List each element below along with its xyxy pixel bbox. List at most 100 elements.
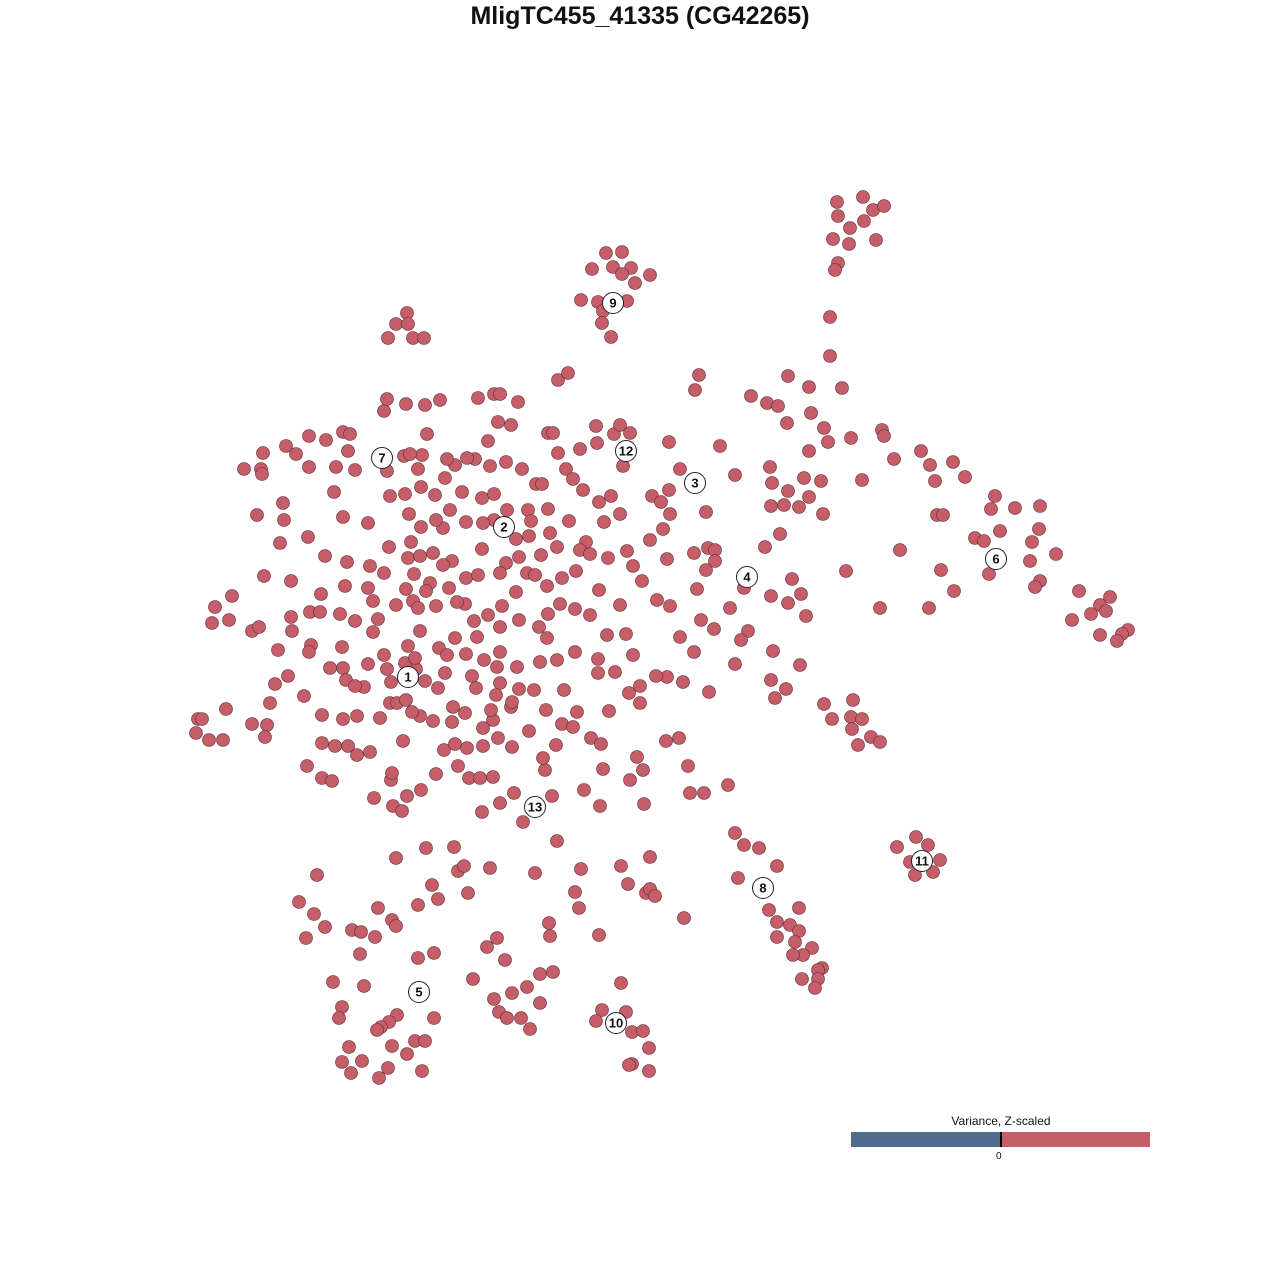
data-point: [622, 1058, 636, 1072]
data-point: [728, 657, 742, 671]
data-point: [389, 919, 403, 933]
data-point: [1033, 499, 1047, 513]
data-point: [495, 599, 509, 613]
data-point: [613, 598, 627, 612]
data-point: [520, 980, 534, 994]
data-point: [401, 639, 415, 653]
data-point: [713, 439, 727, 453]
data-point: [762, 903, 776, 917]
cluster-label: 3: [684, 472, 706, 494]
data-point: [342, 1040, 356, 1054]
data-point: [302, 429, 316, 443]
data-point: [541, 502, 555, 516]
data-point: [659, 734, 673, 748]
data-point: [1049, 547, 1063, 561]
data-point: [797, 471, 811, 485]
data-point: [310, 868, 324, 882]
data-point: [570, 705, 584, 719]
data-point: [333, 607, 347, 621]
data-point: [411, 462, 425, 476]
cluster-label-text: 5: [415, 985, 422, 1000]
data-point: [660, 552, 674, 566]
data-point: [271, 643, 285, 657]
data-point: [614, 859, 628, 873]
data-point: [493, 645, 507, 659]
data-point: [458, 706, 472, 720]
data-point: [481, 434, 495, 448]
data-point: [302, 460, 316, 474]
data-point: [793, 658, 807, 672]
data-point: [550, 834, 564, 848]
data-point: [361, 516, 375, 530]
data-point: [856, 190, 870, 204]
cluster-label: 11: [911, 850, 933, 872]
data-point: [549, 738, 563, 752]
data-point: [225, 589, 239, 603]
data-point: [843, 221, 857, 235]
data-point: [371, 612, 385, 626]
data-point: [802, 490, 816, 504]
data-point: [877, 199, 891, 213]
data-point: [420, 427, 434, 441]
data-point: [823, 310, 837, 324]
data-point: [505, 695, 519, 709]
data-point: [400, 1047, 414, 1061]
data-point: [922, 601, 936, 615]
colorbar-legend: Variance, Z-scaled 0: [851, 1114, 1150, 1162]
data-point: [877, 429, 891, 443]
data-point: [568, 602, 582, 616]
data-point: [764, 673, 778, 687]
data-point: [823, 349, 837, 363]
data-point: [431, 681, 445, 695]
data-point: [648, 889, 662, 903]
data-point: [281, 669, 295, 683]
data-point: [408, 651, 422, 665]
data-point: [550, 653, 564, 667]
data-point: [628, 276, 642, 290]
data-point: [654, 495, 668, 509]
data-point: [630, 750, 644, 764]
data-point: [443, 503, 457, 517]
data-point: [401, 317, 415, 331]
data-point: [336, 712, 350, 726]
data-point: [499, 455, 513, 469]
data-point: [533, 996, 547, 1010]
data-point: [676, 675, 690, 689]
data-point: [817, 421, 831, 435]
data-point: [426, 546, 440, 560]
data-point: [597, 515, 611, 529]
data-point: [523, 1022, 537, 1036]
data-point: [770, 859, 784, 873]
data-point: [835, 381, 849, 395]
data-point: [367, 791, 381, 805]
data-point: [584, 731, 598, 745]
data-point: [635, 574, 649, 588]
data-point: [566, 720, 580, 734]
data-point: [621, 877, 635, 891]
cluster-label-marker: [615, 440, 637, 462]
data-point: [373, 711, 387, 725]
data-point: [448, 631, 462, 645]
data-point: [723, 601, 737, 615]
data-point: [381, 1061, 395, 1075]
data-point: [451, 759, 465, 773]
data-point: [662, 435, 676, 449]
data-point: [528, 866, 542, 880]
data-point: [402, 507, 416, 521]
data-point: [574, 862, 588, 876]
data-point: [252, 620, 266, 634]
data-point: [804, 406, 818, 420]
cluster-label: 12: [615, 440, 637, 462]
data-point: [604, 489, 618, 503]
data-point: [692, 368, 706, 382]
data-point: [404, 535, 418, 549]
data-point: [366, 594, 380, 608]
data-point: [613, 507, 627, 521]
data-point: [633, 679, 647, 693]
cluster-label: 5: [408, 981, 430, 1003]
data-point: [256, 446, 270, 460]
data-point: [414, 783, 428, 797]
data-point: [447, 840, 461, 854]
data-point: [405, 705, 419, 719]
cluster-label-text: 2: [500, 520, 507, 535]
